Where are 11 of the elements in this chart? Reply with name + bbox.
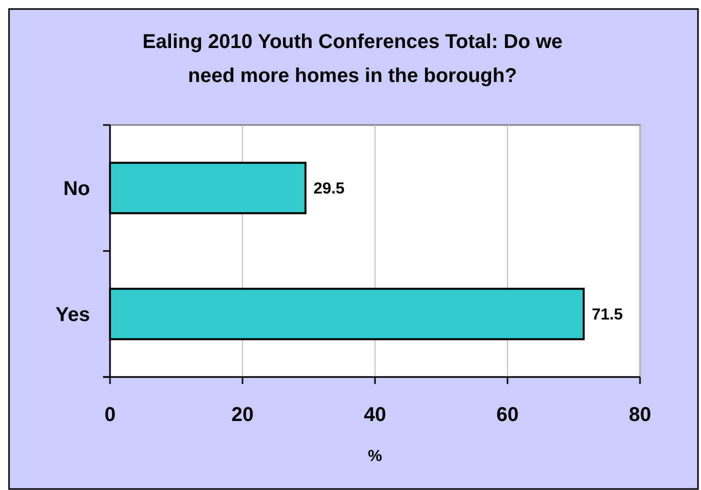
data-label: 71.5 bbox=[592, 306, 623, 324]
chart-title: Ealing 2010 Youth Conferences Total: Do we need more homes in the borough? bbox=[142, 31, 563, 87]
x-tick-label: 60 bbox=[496, 404, 519, 426]
data-label: 29.5 bbox=[313, 180, 345, 198]
x-tick-label: 20 bbox=[231, 404, 254, 426]
x-tick-label: 0 bbox=[104, 404, 116, 426]
x-tick-label: 80 bbox=[628, 404, 652, 426]
y-tick-label: Yes bbox=[56, 304, 90, 326]
y-tick-label: No bbox=[63, 178, 90, 200]
x-axis-title: % bbox=[368, 448, 382, 465]
x-tick-label: 40 bbox=[364, 404, 386, 426]
